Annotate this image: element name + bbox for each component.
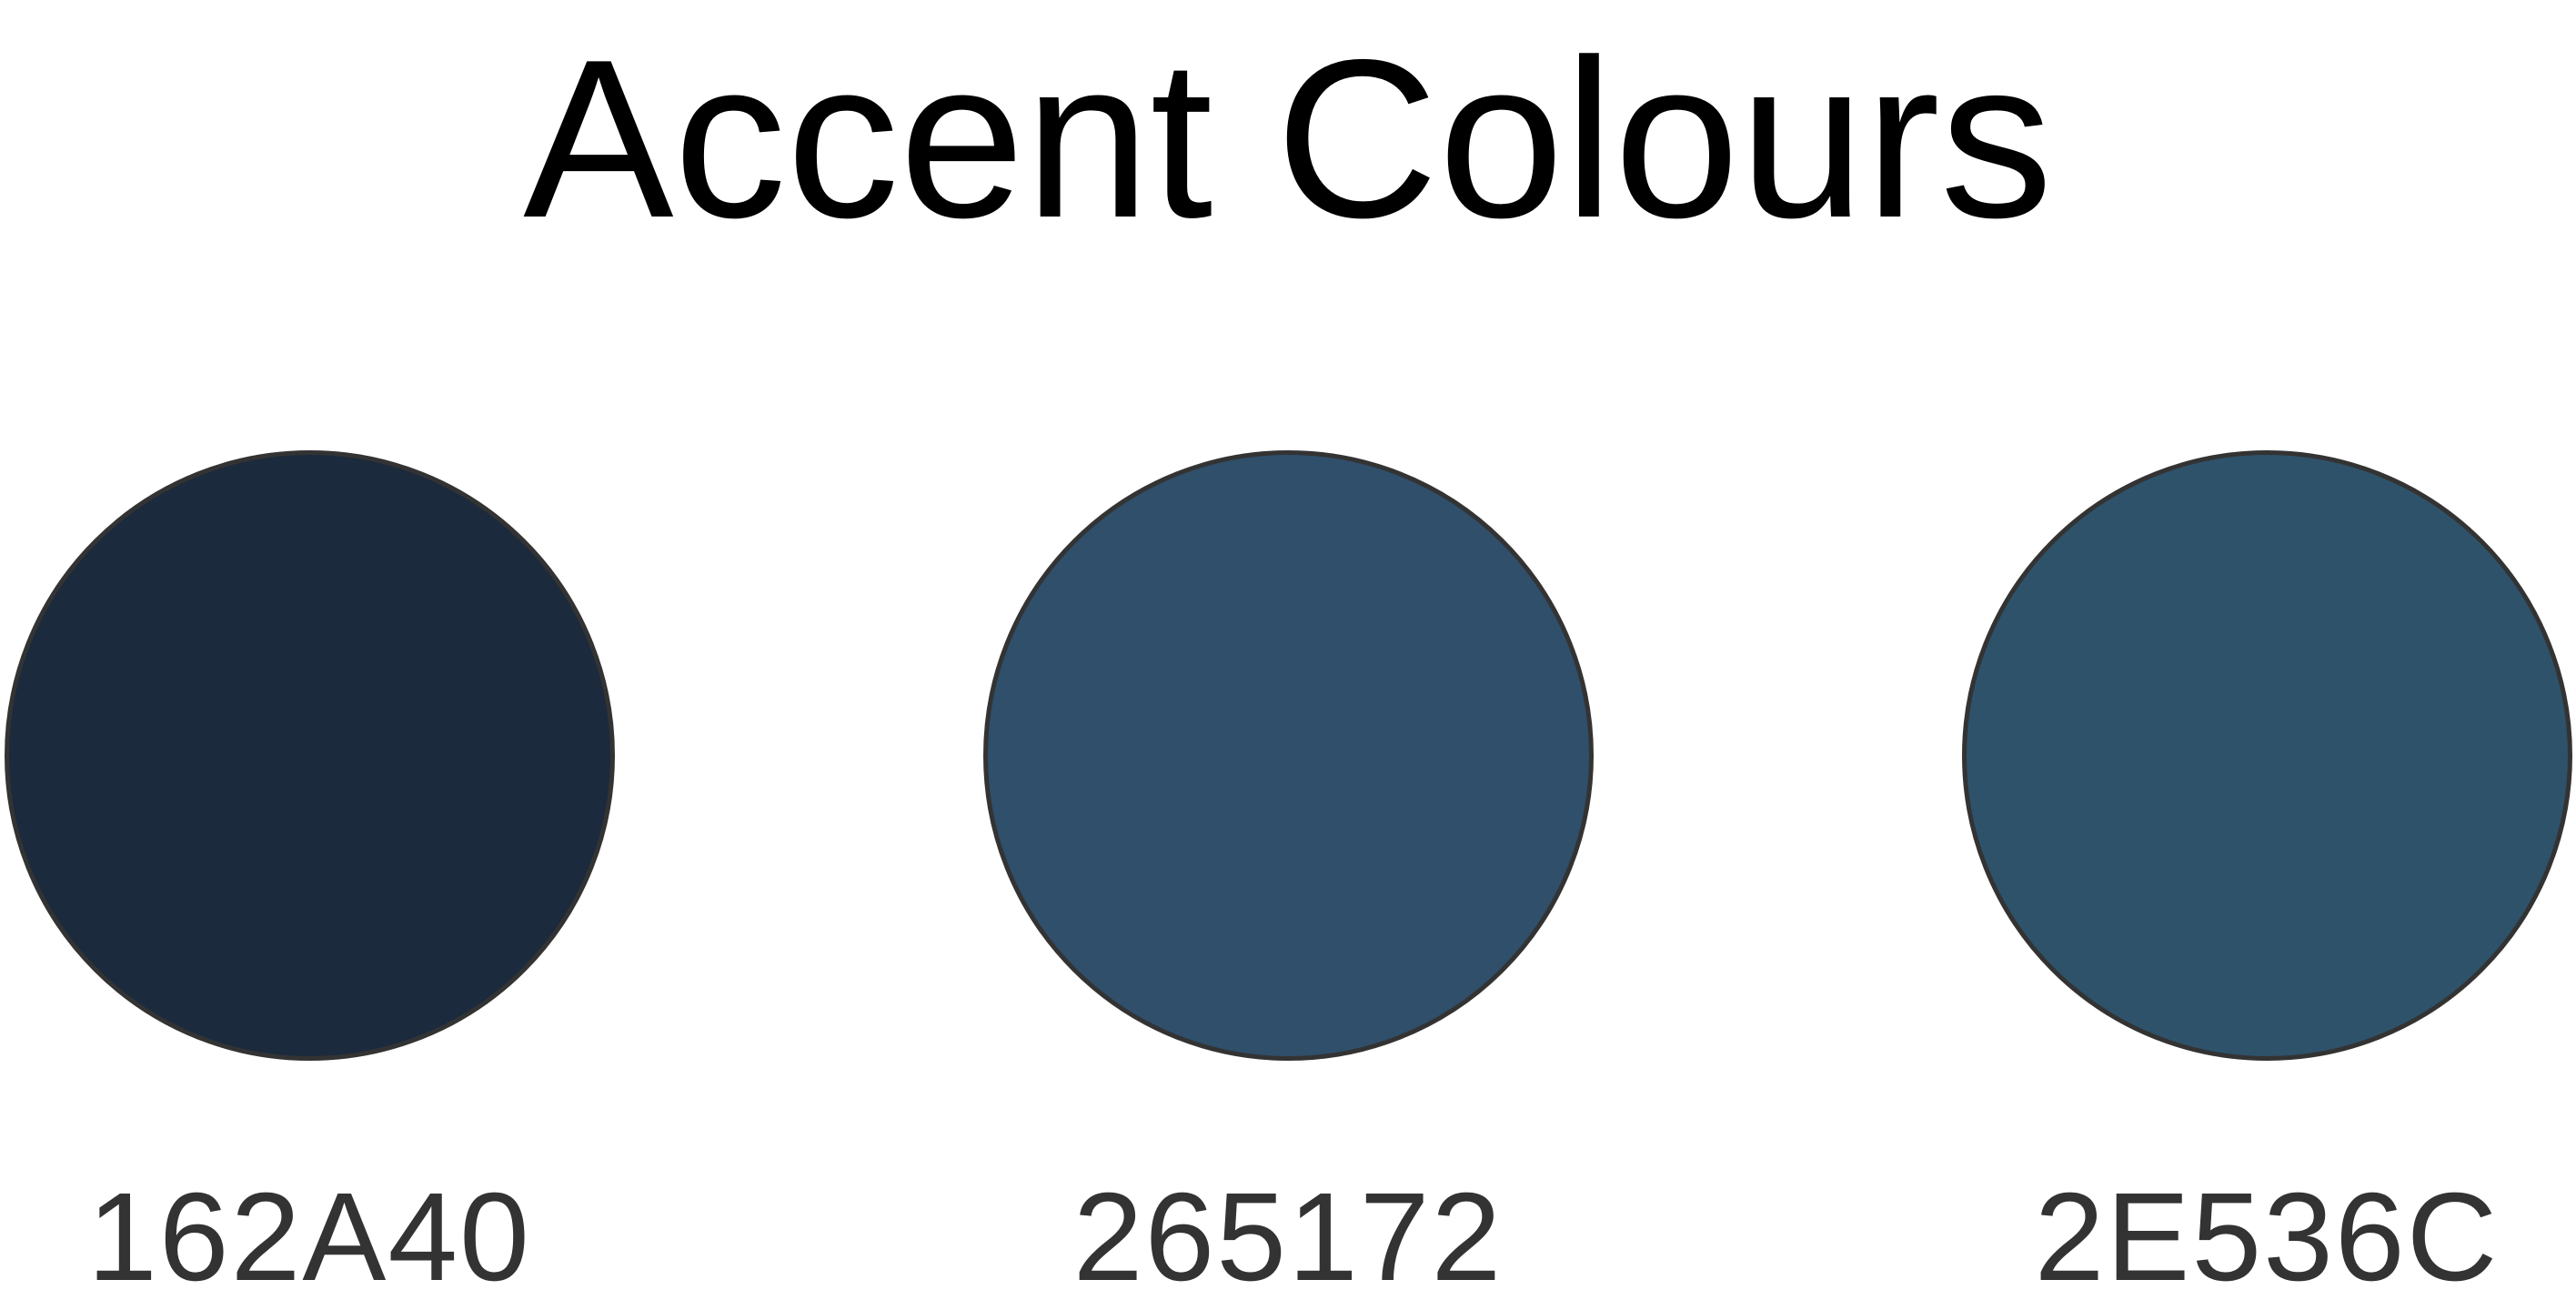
color-swatch <box>4 450 615 1061</box>
swatch-group: 162A40 <box>0 450 619 1310</box>
color-code: 2E536C <box>2034 1167 2500 1307</box>
color-swatch <box>1961 450 2572 1061</box>
color-code: 265172 <box>1072 1167 1504 1307</box>
color-code: 162A40 <box>87 1167 531 1307</box>
swatch-group: 2E536C <box>1957 450 2576 1310</box>
page-title: Accent Colours <box>523 12 2053 265</box>
color-swatch <box>982 450 1594 1061</box>
swatch-group: 265172 <box>979 450 1597 1310</box>
